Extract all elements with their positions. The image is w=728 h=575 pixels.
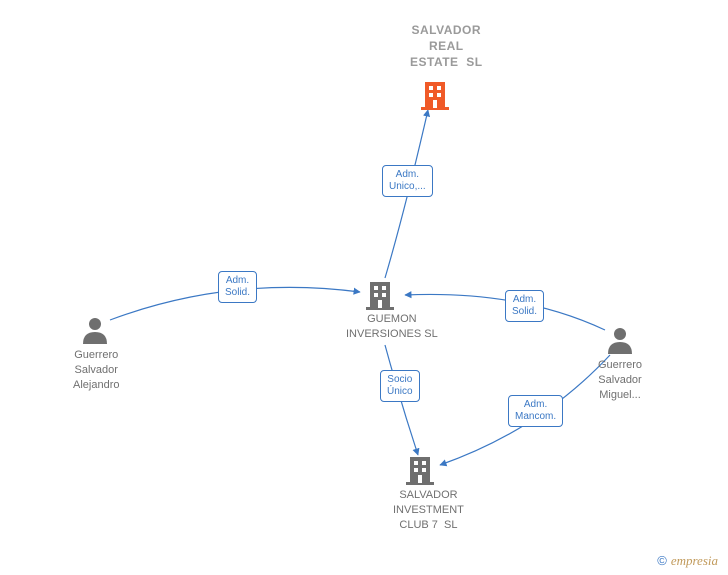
node-label-alejandro: Guerrero Salvador Alejandro: [73, 348, 119, 393]
watermark-text: empresia: [671, 553, 718, 568]
edge-label-adm-unico: Adm. Unico,...: [382, 165, 433, 197]
edges-layer: [0, 0, 728, 575]
building-icon[interactable]: [406, 455, 434, 490]
edge-label-adm-mancom: Adm. Mancom.: [508, 395, 563, 427]
watermark: © empresia: [657, 553, 718, 569]
node-label-guemon: GUEMON INVERSIONES SL: [346, 312, 438, 342]
person-icon[interactable]: [82, 316, 108, 349]
person-icon[interactable]: [607, 326, 633, 359]
building-icon[interactable]: [421, 80, 449, 115]
building-icon[interactable]: [366, 280, 394, 315]
node-label-salvador-real-estate: SALVADOR REAL ESTATE SL: [410, 22, 483, 71]
node-label-miguel: Guerrero Salvador Miguel...: [598, 358, 642, 403]
edge-label-socio-unico: Socio Único: [380, 370, 420, 402]
edge-label-adm-solid-miguel: Adm. Solid.: [505, 290, 544, 322]
edge-label-adm-solid-alejandro: Adm. Solid.: [218, 271, 257, 303]
node-label-salvador-investment: SALVADOR INVESTMENT CLUB 7 SL: [393, 488, 464, 533]
copyright-symbol: ©: [657, 553, 667, 568]
